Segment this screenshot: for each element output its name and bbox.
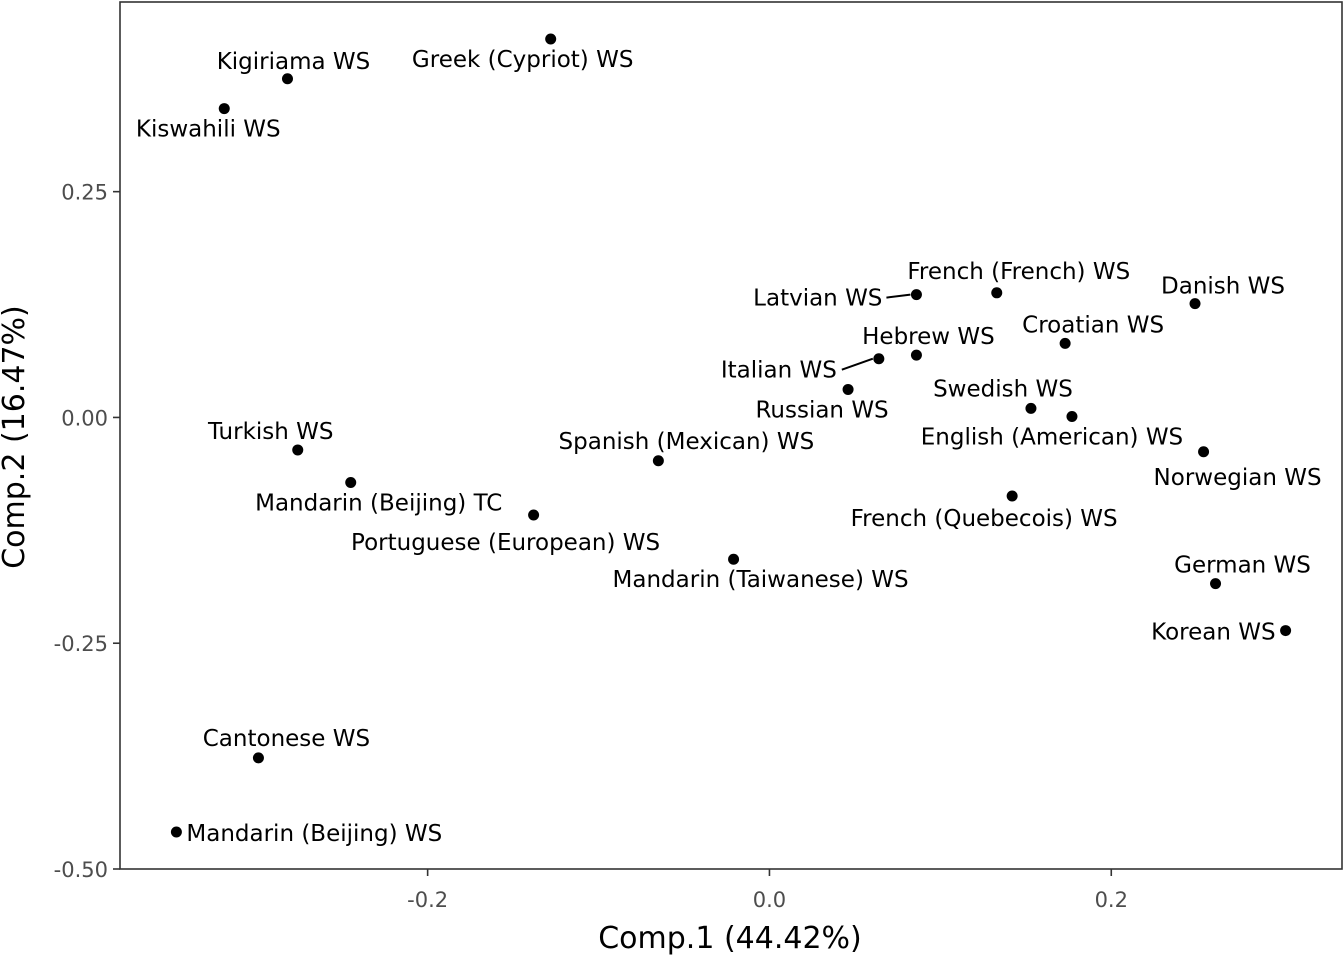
data-point <box>1198 446 1210 458</box>
x-tick-label: -0.2 <box>407 888 448 912</box>
data-point <box>991 287 1003 299</box>
data-point <box>218 103 230 115</box>
point-label: Mandarin (Taiwanese) WS <box>613 567 909 593</box>
point-label: Russian WS <box>755 397 888 423</box>
data-point <box>252 752 264 764</box>
data-point <box>1025 402 1037 414</box>
point-label: Turkish WS <box>207 419 334 445</box>
label-connectors <box>841 293 911 371</box>
data-point <box>1280 625 1292 637</box>
y-axis: 0.25 0.00 -0.25 -0.50 <box>54 181 120 882</box>
point-label: Hebrew WS <box>862 324 995 350</box>
point-label: French (Quebecois) WS <box>851 506 1118 532</box>
point-label: Italian WS <box>721 358 837 384</box>
point-label: Norwegian WS <box>1154 465 1322 491</box>
data-point <box>1059 337 1071 349</box>
x-axis-title: Comp.1 (44.42%) <box>598 921 862 956</box>
data-point <box>1189 298 1201 310</box>
point-label: English (American) WS <box>921 425 1183 451</box>
point-label: Mandarin (Beijing) TC <box>255 490 502 516</box>
data-point <box>728 553 740 565</box>
point-label: Croatian WS <box>1022 312 1164 338</box>
point-label: Mandarin (Beijing) WS <box>186 821 442 847</box>
label-connector <box>841 357 874 371</box>
data-point <box>652 455 664 467</box>
y-tick-label: 0.00 <box>61 406 108 430</box>
data-point <box>910 289 922 301</box>
y-axis-title: Comp.2 (16.47%) <box>0 305 32 569</box>
point-label: Latvian WS <box>753 286 882 312</box>
y-tick-label: -0.50 <box>54 858 108 882</box>
data-point <box>545 33 557 45</box>
data-point <box>170 826 182 838</box>
data-points <box>170 33 1292 838</box>
x-axis: -0.2 0.0 0.2 <box>407 869 1128 912</box>
data-point <box>1210 578 1222 590</box>
data-point <box>281 73 293 85</box>
point-label: German WS <box>1174 553 1311 579</box>
y-tick-label: -0.25 <box>54 632 108 656</box>
point-label: Spanish (Mexican) WS <box>559 429 815 455</box>
data-point <box>292 444 304 456</box>
plot-panel <box>119 1 1343 870</box>
data-point <box>528 509 540 521</box>
point-label: Greek (Cypriot) WS <box>412 47 634 73</box>
point-label: Swedish WS <box>933 376 1073 402</box>
point-label: French (French) WS <box>907 259 1130 285</box>
point-label: Kiswahili WS <box>136 117 281 143</box>
data-point <box>910 349 922 361</box>
data-point <box>842 383 854 395</box>
data-point <box>345 476 357 488</box>
x-tick-label: 0.0 <box>753 888 786 912</box>
point-label: Kigiriama WS <box>217 49 371 75</box>
y-tick-label: 0.25 <box>61 181 108 205</box>
point-label: Korean WS <box>1151 620 1275 646</box>
point-label: Portuguese (European) WS <box>351 530 660 556</box>
point-label: Danish WS <box>1161 274 1285 300</box>
data-point <box>1066 411 1078 423</box>
point-labels: Greek (Cypriot) WS Kigiriama WS Kiswahili … <box>136 47 1322 847</box>
point-label: Cantonese WS <box>203 726 370 752</box>
x-tick-label: 0.2 <box>1095 888 1128 912</box>
data-point <box>1006 490 1018 502</box>
data-point <box>873 353 885 365</box>
label-connector <box>886 293 911 299</box>
